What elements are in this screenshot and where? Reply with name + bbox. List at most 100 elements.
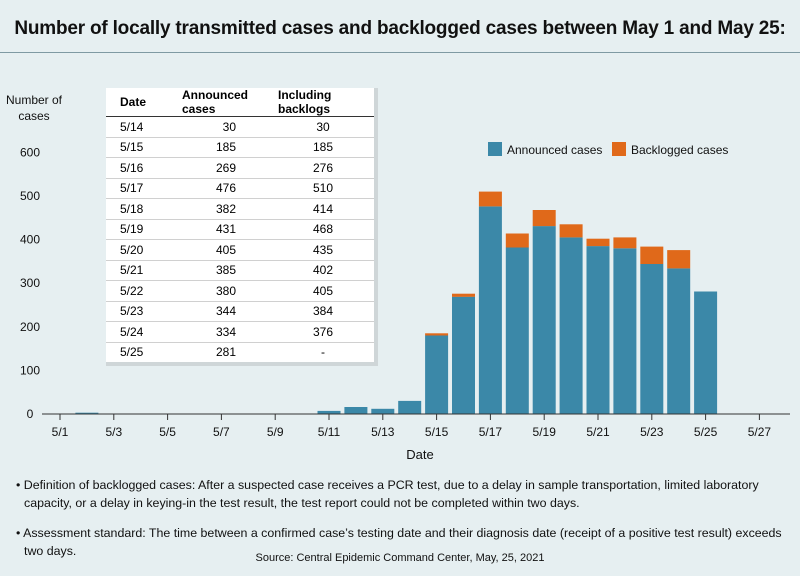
x-tick-label: 5/5 <box>159 425 176 439</box>
table-cell: 5/20 <box>106 239 176 261</box>
x-tick-label: 5/21 <box>586 425 610 439</box>
x-tick-label: 5/23 <box>640 425 664 439</box>
bar-backlogged-5-17 <box>478 191 502 207</box>
x-tick-label: 5/7 <box>213 425 230 439</box>
bar-announced-5-21 <box>586 246 610 414</box>
chart-title: Number of locally transmitted cases and … <box>14 18 786 39</box>
y-tick-label: 200 <box>20 320 40 334</box>
x-tick-label: 5/11 <box>318 425 341 439</box>
bar-announced-5-25 <box>694 291 718 414</box>
y-tick-label: 0 <box>27 407 34 421</box>
bar-backlogged-5-20 <box>559 224 583 238</box>
table-row: 5/24 334 376 <box>106 321 374 343</box>
table-row: 5/14 30 30 <box>106 116 374 138</box>
x-tick-label: 5/13 <box>371 425 395 439</box>
table-cell: 405 <box>176 239 272 261</box>
table-cell: 5/23 <box>106 301 176 322</box>
table-row: 5/19 431 468 <box>106 219 374 240</box>
title-divider <box>0 52 800 53</box>
x-tick-label: 5/1 <box>52 425 69 439</box>
bars-layer <box>75 191 718 414</box>
table-row: 5/15 185 185 <box>106 137 374 158</box>
note-backlog-definition: • Definition of backlogged cases: After … <box>16 478 759 510</box>
legend-label: Backlogged cases <box>631 143 728 157</box>
table-cell: 269 <box>176 157 272 179</box>
table-cell: 414 <box>272 198 374 220</box>
x-tick-label: 5/3 <box>105 425 122 439</box>
bar-announced-5-12 <box>344 407 368 414</box>
bar-announced-5-23 <box>640 264 664 414</box>
y-tick-label: 300 <box>20 276 40 290</box>
table-cell: 510 <box>272 178 374 199</box>
bar-announced-5-17 <box>478 206 502 414</box>
x-tick-label: 5/25 <box>694 425 718 439</box>
table-cell: 185 <box>176 137 272 158</box>
table-cell: 5/17 <box>106 178 176 199</box>
table-row: 5/21 385 402 <box>106 260 374 281</box>
table-cell: 431 <box>176 219 272 240</box>
table-row: 5/23 344 384 <box>106 301 374 322</box>
legend: Announced cases Backlogged cases <box>488 142 728 157</box>
bar-announced-5-19 <box>532 226 556 414</box>
table-cell: 30 <box>272 116 374 138</box>
table-cell: 344 <box>176 301 272 322</box>
table-cell: 334 <box>176 321 272 343</box>
x-tick-label: 5/15 <box>425 425 449 439</box>
table-cell: 5/24 <box>106 321 176 343</box>
table-cell: 5/22 <box>106 280 176 302</box>
table-body: 5/14 30 30 5/15 185 185 5/16 269 276 5/17 476 510 5/… <box>106 116 374 363</box>
bar-announced-5-2 <box>75 412 99 414</box>
legend-label: Announced cases <box>507 143 602 157</box>
table-cell: 276 <box>272 157 374 179</box>
y-tick-label: 400 <box>20 233 40 247</box>
table-cell: 382 <box>176 198 272 220</box>
bar-chart: 5/1 5/3 5/5 5/7 5/9 5/11 5/13 5/15 5/17 5/19 5/21 5… <box>6 93 790 462</box>
source-line: Source: Central Epidemic Command Center,… <box>255 552 545 564</box>
bar-announced-5-14 <box>398 400 422 414</box>
table-row: 5/25 281 - <box>106 342 374 362</box>
y-tick-label: 100 <box>20 363 40 377</box>
x-tick-label: 5/17 <box>479 425 503 439</box>
bar-backlogged-5-16 <box>452 293 475 297</box>
bar-backlogged-5-19 <box>532 210 556 227</box>
bar-announced-5-24 <box>667 268 691 414</box>
bar-announced-5-15 <box>425 335 449 414</box>
table-row: 5/20 405 435 <box>106 239 374 261</box>
table-header-cell: Including backlogs <box>272 88 374 117</box>
table-header-cell: Announced cases <box>176 88 272 117</box>
bar-backlogged-5-22 <box>613 237 637 249</box>
x-tick-label: 5/19 <box>533 425 557 439</box>
x-tick-label: 5/9 <box>267 425 284 439</box>
table-cell: 476 <box>176 178 272 199</box>
bar-announced-5-20 <box>559 237 583 414</box>
table-header-cell: Date <box>106 88 176 117</box>
legend-swatch <box>488 142 502 156</box>
table-cell: 376 <box>272 321 374 343</box>
y-tick-label: 500 <box>20 189 40 203</box>
table-cell: 435 <box>272 239 374 261</box>
table-cell: 405 <box>272 280 374 302</box>
table-cell: 5/25 <box>120 345 144 360</box>
bar-announced-5-18 <box>505 247 529 414</box>
table-cell: 384 <box>272 301 374 322</box>
table-row: 5/17 476 510 <box>106 178 374 199</box>
y-tick-label: 600 <box>20 145 40 159</box>
y-ticks-layer: 0 100 200 300 400 500 600 <box>20 145 40 421</box>
table-cell: 468 <box>272 219 374 240</box>
table-cell: 5/16 <box>106 157 176 179</box>
table-row: 5/22 380 405 <box>106 280 374 302</box>
bar-backlogged-5-21 <box>586 238 610 247</box>
table-cell: 5/21 <box>106 260 176 281</box>
y-axis-label-line-2: cases <box>18 109 49 123</box>
bar-backlogged-5-24 <box>667 250 691 269</box>
table-cell: - <box>321 345 325 360</box>
table-cell: 402 <box>272 260 374 281</box>
x-ticks-layer: 5/1 5/3 5/5 5/7 5/9 5/11 5/13 5/15 5/17 5/19 5/21 5… <box>52 414 771 439</box>
table-cell: 5/19 <box>106 219 176 240</box>
table-cell: 5/14 <box>106 116 176 138</box>
footnotes: • Definition of backlogged cases: After … <box>16 476 786 572</box>
table-cell: 281 <box>215 345 236 360</box>
table-row: 5/16 269 276 <box>106 157 374 179</box>
bar-announced-5-11 <box>317 410 341 414</box>
legend-swatch <box>612 142 626 156</box>
